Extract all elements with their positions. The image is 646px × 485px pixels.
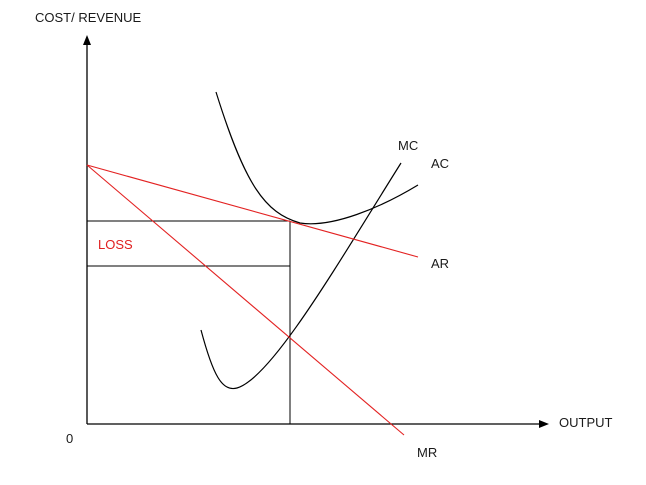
mr-line	[86, 164, 405, 436]
mc-label: MC	[398, 138, 418, 153]
loss-label: LOSS	[98, 237, 133, 252]
mc-curve	[200, 162, 402, 390]
ac-curve	[215, 91, 419, 225]
mr-label: MR	[417, 445, 437, 460]
y-axis-label: COST/ REVENUE	[35, 10, 142, 25]
origin-label: 0	[66, 431, 73, 446]
ac-label: AC	[431, 156, 449, 171]
x-axis-arrowhead	[539, 420, 549, 428]
y-axis-arrowhead	[83, 35, 91, 45]
ar-line	[86, 164, 419, 258]
ar-label: AR	[431, 256, 449, 271]
x-axis-label: OUTPUT	[559, 415, 613, 430]
